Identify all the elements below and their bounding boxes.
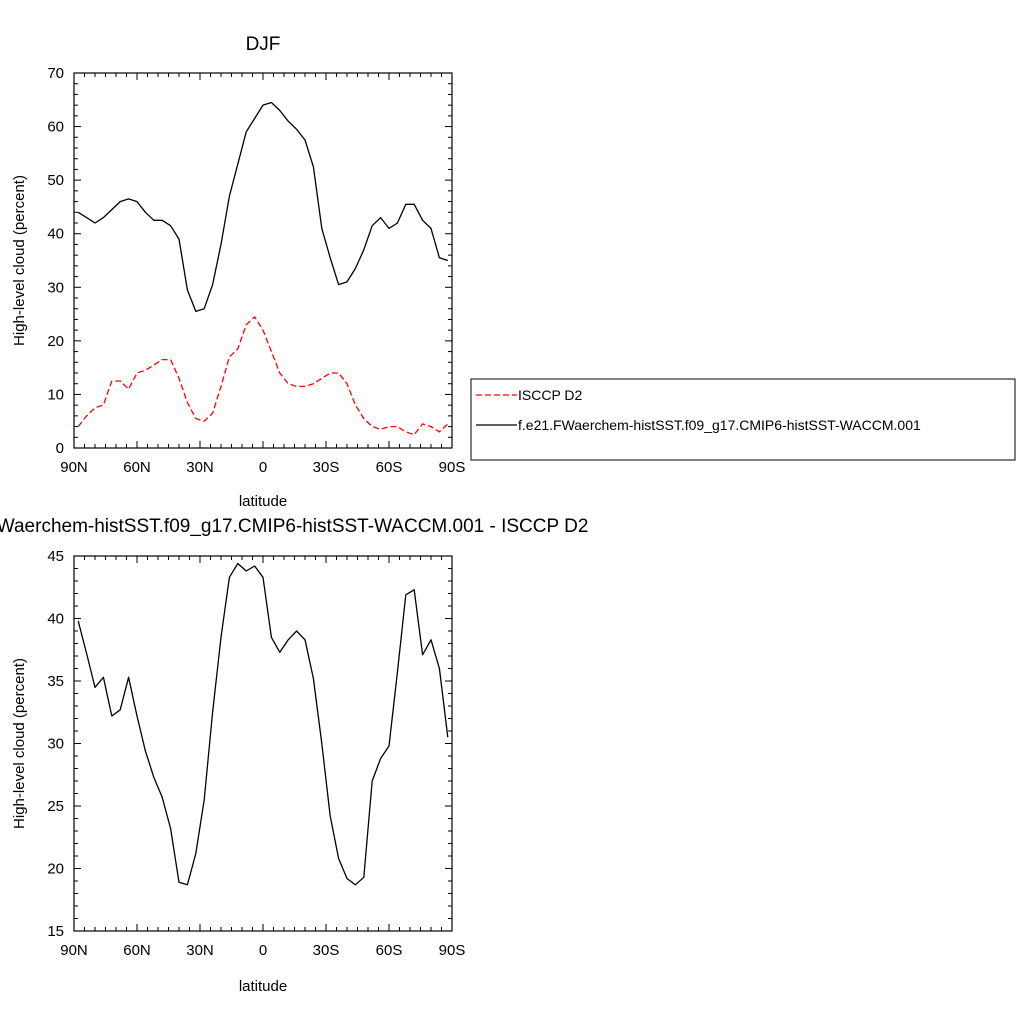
bottom-y-axis-label: High-level cloud (percent) xyxy=(11,658,28,829)
panel-top: DJF 90N 60N 30N 0 30S 60S 90S 0 10 20 30 40 50 60 70 l… xyxy=(11,34,465,510)
legend-label-model: f.e21.FWaerchem-histSST.f09_g17.CMIP6-hi… xyxy=(518,417,921,433)
bottom-y-tick-label: 15 xyxy=(47,923,64,940)
top-x-tick-label: 0 xyxy=(259,459,267,476)
bottom-axis-ticks: 90N 60N 30N 0 30S 60S 90S 15 20 25 30 35 40 45 xyxy=(47,548,465,959)
top-y-tick-label: 0 xyxy=(56,440,64,457)
top-series-line-1 xyxy=(77,101,448,313)
top-y-tick-label: 40 xyxy=(47,226,64,243)
bottom-x-tick-label: 60N xyxy=(123,942,151,959)
bottom-y-tick-label: 35 xyxy=(47,673,64,690)
bottom-x-axis-label: latitude xyxy=(239,978,287,995)
bottom-chart-title: f.e21.FWaerchem-histSST.f09_g17.CMIP6-hi… xyxy=(0,516,588,537)
bottom-y-tick-label: 30 xyxy=(47,736,64,753)
bottom-series-line-0 xyxy=(77,562,449,886)
top-y-tick-label: 20 xyxy=(47,333,64,350)
top-series-layer xyxy=(77,101,449,436)
bottom-x-tick-label: 30N xyxy=(186,942,214,959)
top-x-tick-label: 60N xyxy=(123,459,151,476)
top-x-tick-label: 90S xyxy=(439,459,466,476)
top-axis-ticks: 90N 60N 30N 0 30S 60S 90S 0 10 20 30 40 50 60 70 xyxy=(47,65,465,476)
bottom-x-tick-label: 60S xyxy=(376,942,403,959)
top-y-tick-label: 30 xyxy=(47,279,64,296)
top-chart-title: DJF xyxy=(246,34,281,55)
bottom-y-tick-label: 40 xyxy=(47,611,64,628)
bottom-x-tick-label: 30S xyxy=(313,942,340,959)
legend-label-isccp: ISCCP D2 xyxy=(518,387,583,403)
bottom-y-tick-label: 45 xyxy=(47,548,64,565)
legend: ISCCP D2 f.e21.FWaerchem-histSST.f09_g17… xyxy=(470,378,1016,461)
bottom-y-tick-label: 25 xyxy=(47,798,64,815)
bottom-x-tick-label: 90S xyxy=(439,942,466,959)
top-x-tick-label: 60S xyxy=(376,459,403,476)
bottom-x-tick-label: 90N xyxy=(60,942,88,959)
top-y-tick-label: 70 xyxy=(47,65,64,82)
bottom-x-tick-label: 0 xyxy=(259,942,267,959)
top-series-line-0 xyxy=(77,316,449,436)
bottom-plot-frame xyxy=(73,555,453,932)
top-x-axis-label: latitude xyxy=(239,493,287,510)
bottom-series-layer xyxy=(77,562,449,886)
panel-bottom: f.e21.FWaerchem-histSST.f09_g17.CMIP6-hi… xyxy=(0,516,588,995)
top-x-tick-label: 30S xyxy=(313,459,340,476)
top-plot-frame xyxy=(73,72,453,449)
top-y-tick-label: 50 xyxy=(47,172,64,189)
top-y-tick-label: 60 xyxy=(47,119,64,136)
top-x-tick-label: 90N xyxy=(60,459,88,476)
top-y-axis-label: High-level cloud (percent) xyxy=(11,175,28,346)
top-x-tick-label: 30N xyxy=(186,459,214,476)
bottom-y-tick-label: 20 xyxy=(47,861,64,878)
legend-box xyxy=(470,378,1016,461)
top-y-tick-label: 10 xyxy=(47,386,64,403)
